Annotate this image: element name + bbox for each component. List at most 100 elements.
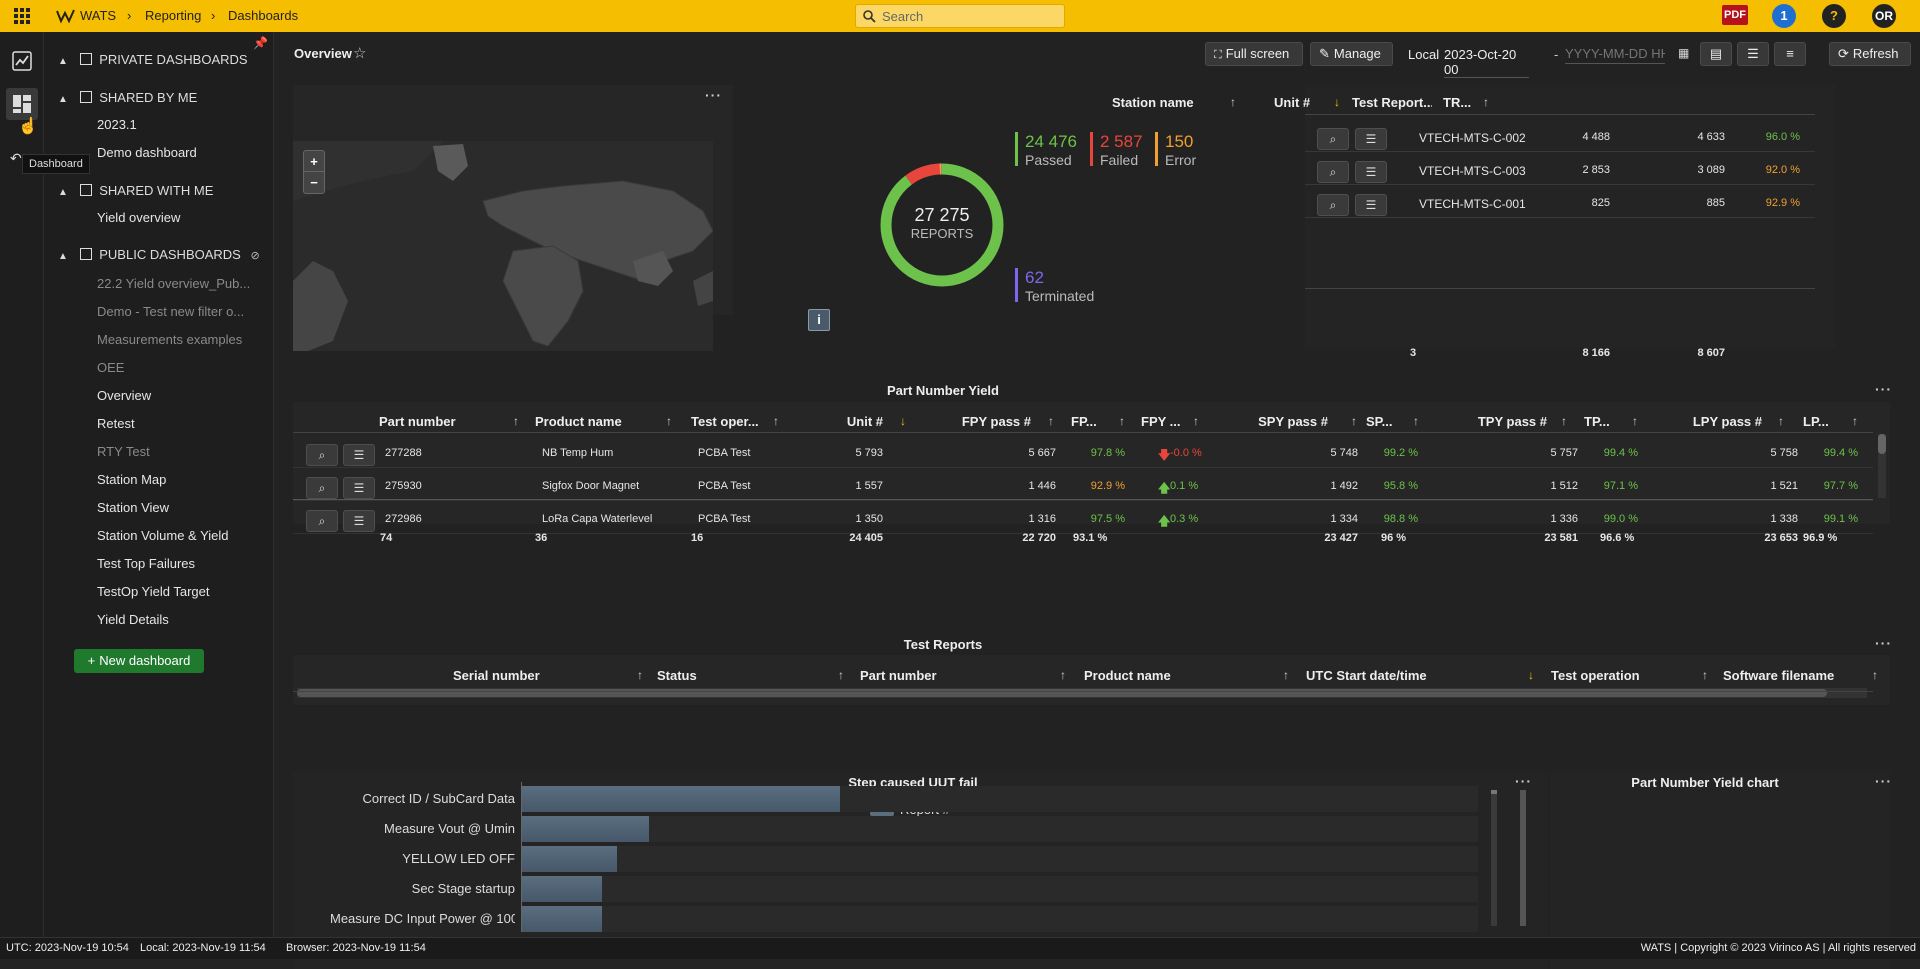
row-menu-button[interactable]: ☰ xyxy=(1355,161,1387,183)
sort-arrow-icon[interactable]: ↑ xyxy=(1060,668,1066,682)
view-report-button[interactable]: ⌕ xyxy=(306,477,338,499)
back-arrow-icon[interactable]: ↶ xyxy=(10,150,22,166)
bar-mark[interactable] xyxy=(522,846,618,872)
search-box[interactable] xyxy=(855,4,1065,28)
sidebar-item-public[interactable]: Station View xyxy=(97,500,170,515)
part-number-header[interactable]: Part number xyxy=(860,668,937,683)
tpy-percent-header[interactable]: TP... xyxy=(1584,414,1610,429)
sidebar-item-2023-1[interactable]: 2023.1 xyxy=(97,117,137,132)
sort-arrow-icon[interactable]: ↑ xyxy=(1048,414,1054,428)
sidebar-item-public[interactable]: Station Volume & Yield xyxy=(97,528,229,543)
sort-arrow-icon[interactable]: ↓ xyxy=(1334,95,1340,109)
sidebar-item-demo-dashboard[interactable]: Demo dashboard xyxy=(97,145,197,160)
sort-arrow-icon[interactable]: ↑ xyxy=(1193,414,1199,428)
sort-arrow-icon[interactable]: ↑ xyxy=(666,414,672,428)
date-to-field[interactable] xyxy=(1565,44,1665,64)
sidebar-item-public[interactable]: Measurements examples xyxy=(97,332,243,347)
view-report-button[interactable]: ⌕ xyxy=(1317,161,1349,183)
help-icon[interactable]: ? xyxy=(1822,4,1846,28)
lpy-percent-header[interactable]: LP... xyxy=(1803,414,1829,429)
sort-arrow-icon[interactable]: ↑ xyxy=(1852,414,1858,428)
bar-mark[interactable] xyxy=(522,786,840,812)
sidebar-item-yield-overview[interactable]: Yield overview xyxy=(97,210,181,225)
breadcrumb-dashboards[interactable]: Dashboards xyxy=(228,8,299,23)
view-report-button[interactable]: ⌕ xyxy=(306,510,338,532)
passed-stat[interactable]: 24 476 Passed xyxy=(1015,132,1077,168)
tpy-pass-header[interactable]: TPY pass # xyxy=(1477,414,1547,429)
sort-arrow-icon[interactable]: ↑ xyxy=(1351,414,1357,428)
station-name-header[interactable]: Station name xyxy=(1112,95,1194,110)
full-screen-button[interactable]: ⛶ Full screen xyxy=(1205,42,1303,66)
refresh-button[interactable]: ⟳ Refresh xyxy=(1829,42,1911,66)
sort-arrow-icon[interactable]: ↑ xyxy=(838,668,844,682)
sort-arrow-icon[interactable]: ↑ xyxy=(637,668,643,682)
panel-menu-icon[interactable]: ··· xyxy=(705,87,722,103)
search-input[interactable] xyxy=(882,5,1062,27)
zoom-in-button[interactable]: + xyxy=(304,151,324,172)
row-menu-button[interactable]: ☰ xyxy=(343,477,375,499)
view-report-button[interactable]: ⌕ xyxy=(1317,194,1349,216)
sort-arrow-icon[interactable]: ↑ xyxy=(1778,414,1784,428)
pny-chart-menu-icon[interactable]: ··· xyxy=(1875,773,1892,789)
test-operation-header[interactable]: Test oper... xyxy=(691,414,759,429)
sort-arrow-icon[interactable]: ↑ xyxy=(1561,414,1567,428)
error-stat[interactable]: 150 Error xyxy=(1155,132,1196,168)
failed-stat[interactable]: 2 587 Failed xyxy=(1090,132,1143,168)
eye-off-icon[interactable]: ⊘ xyxy=(250,250,260,262)
tr-header[interactable]: TR... xyxy=(1443,95,1472,110)
reports-menu-icon[interactable]: ··· xyxy=(1875,635,1892,651)
test-report-header[interactable]: Test Report... xyxy=(1352,95,1432,110)
product-name-header[interactable]: Product name xyxy=(1084,668,1171,683)
sidebar-item-public[interactable]: RTY Test xyxy=(97,444,150,459)
part-number-header[interactable]: Part number xyxy=(379,414,456,429)
view-report-button[interactable]: ⌕ xyxy=(1317,128,1349,150)
sidebar-item-public[interactable]: Station Map xyxy=(97,472,167,487)
calendar-icon[interactable]: ▦ xyxy=(1678,46,1690,60)
sort-arrow-icon[interactable]: ↑ xyxy=(1283,668,1289,682)
apps-grid-icon[interactable] xyxy=(14,8,30,24)
reports-scrollbar[interactable] xyxy=(297,688,1867,698)
zoom-out-button[interactable]: − xyxy=(310,175,318,190)
terminated-stat[interactable]: 62 Terminated xyxy=(1015,268,1094,304)
product-name-header[interactable]: Product name xyxy=(535,414,622,429)
sidebar-item-public[interactable]: Overview xyxy=(97,388,152,403)
sidebar-item-public[interactable]: Yield Details xyxy=(97,612,169,627)
sidebar-item-public[interactable]: OEE xyxy=(97,360,125,375)
sort-arrow-icon[interactable]: ↑ xyxy=(1119,414,1125,428)
new-dashboard-button[interactable]: + New dashboard xyxy=(74,649,204,673)
serial-number-header[interactable]: Serial number xyxy=(453,668,540,683)
unit-count-header[interactable]: Unit # xyxy=(1274,95,1311,110)
date-from-field[interactable]: 2023-Oct-20 00 xyxy=(1444,47,1529,78)
list-view-button[interactable]: ☰ xyxy=(1737,42,1769,66)
sort-arrow-icon[interactable]: ↑ xyxy=(1872,668,1878,682)
row-menu-button[interactable]: ☰ xyxy=(1355,194,1387,216)
pdf-icon[interactable]: PDF xyxy=(1722,5,1748,25)
section-public-dashboards[interactable]: ▲ PUBLIC DASHBOARDS ⊘ xyxy=(58,247,260,262)
lpy-pass-header[interactable]: LPY pass # xyxy=(1692,414,1762,429)
layout-view-button[interactable]: ▤ xyxy=(1700,42,1732,66)
sidebar-item-public[interactable]: 22.2 Yield overview_Pub... xyxy=(97,276,251,291)
sort-arrow-icon[interactable]: ↑ xyxy=(1230,95,1236,109)
row-menu-button[interactable]: ☰ xyxy=(343,444,375,466)
section-private-dashboards[interactable]: ▲ PRIVATE DASHBOARDS xyxy=(58,52,248,67)
bar-mark[interactable] xyxy=(522,876,602,902)
view-report-button[interactable]: ⌕ xyxy=(306,444,338,466)
spy-pass-header[interactable]: SPY pass # xyxy=(1258,414,1328,429)
unit-count-header[interactable]: Unit # xyxy=(846,414,883,429)
breadcrumb-reporting[interactable]: Reporting xyxy=(145,8,202,23)
sort-arrow-icon[interactable]: ↑ xyxy=(1702,668,1708,682)
world-map[interactable] xyxy=(293,141,713,351)
manage-button[interactable]: ✎ Manage xyxy=(1310,42,1393,66)
pny-scrollbar[interactable] xyxy=(1878,434,1886,498)
reporting-chart-icon[interactable] xyxy=(11,50,33,72)
step-fail-scrollbar-2[interactable] xyxy=(1520,790,1526,926)
sort-arrow-icon[interactable]: ↓ xyxy=(1528,668,1534,682)
fpy-trend-header[interactable]: FPY ... xyxy=(1141,414,1181,429)
user-avatar[interactable]: OR xyxy=(1872,4,1896,28)
dashboard-icon[interactable] xyxy=(6,88,38,120)
utc-start-header[interactable]: UTC Start date/time xyxy=(1306,668,1427,683)
bar-mark[interactable] xyxy=(522,816,650,842)
test-operation-header[interactable]: Test operation xyxy=(1551,668,1640,683)
section-shared-by-me[interactable]: ▲ SHARED BY ME xyxy=(58,90,197,105)
sidebar-item-public[interactable]: TestOp Yield Target xyxy=(97,584,210,599)
